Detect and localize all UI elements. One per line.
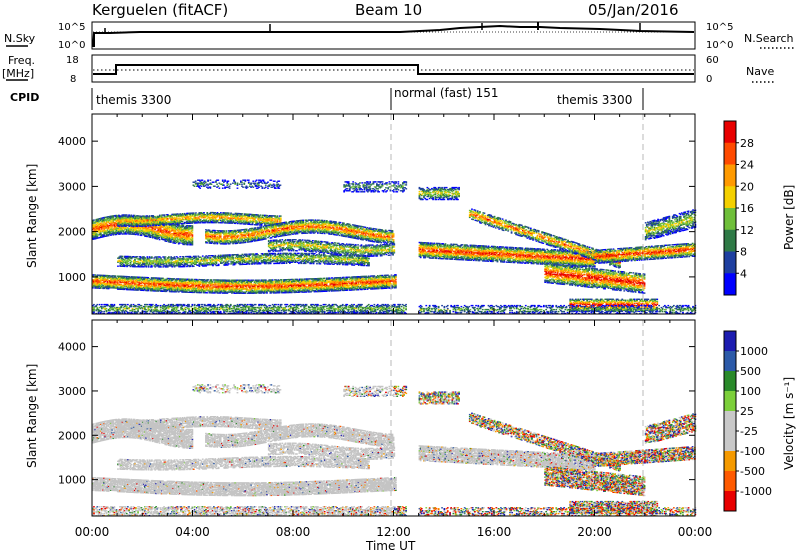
nsearch-tick-lo: 10^0 xyxy=(706,40,733,51)
nsearch-tick-hi: 10^5 xyxy=(706,22,733,33)
nave-tick-lo: 0 xyxy=(706,74,712,85)
cpid-label: CPID xyxy=(10,91,39,104)
nsky-tick-lo: 10^0 xyxy=(58,40,85,51)
nsky-trace xyxy=(93,26,694,47)
freq-label: Freq. xyxy=(8,54,35,67)
nsearch-label: N.Search xyxy=(744,32,794,45)
cpid-segment-2: normal (fast) 151 xyxy=(394,86,498,100)
freq-tick-hi: 18 xyxy=(66,55,79,66)
nsky-label: N.Sky xyxy=(4,32,36,45)
station-title: Kerguelen (fitACF) xyxy=(92,1,228,19)
nave-tick-hi: 60 xyxy=(706,55,719,66)
cpid-segment-3: themis 3300 xyxy=(557,93,632,107)
cpid-row: CPID themis 3300 normal (fast) 151 themi… xyxy=(10,86,643,110)
freq-panel: Freq. [MHz] 18 8 60 0 Nave xyxy=(2,54,776,85)
echo-cell xyxy=(115,275,117,276)
nsky-tick-hi: 10^5 xyxy=(58,22,85,33)
nsky-panel: N.Sky 10^5 10^0 10^5 10^0 N.Search xyxy=(4,22,796,51)
date-title: 05/Jan/2016 xyxy=(588,1,679,19)
beam-title: Beam 10 xyxy=(355,1,422,19)
freq-unit: [MHz] xyxy=(2,67,34,80)
freq-tick-lo: 8 xyxy=(70,74,76,85)
nave-label: Nave xyxy=(746,65,774,78)
radar-figure: Kerguelen (fitACF) Beam 10 05/Jan/2016 N… xyxy=(0,0,800,554)
cpid-segment-1: themis 3300 xyxy=(96,93,171,107)
